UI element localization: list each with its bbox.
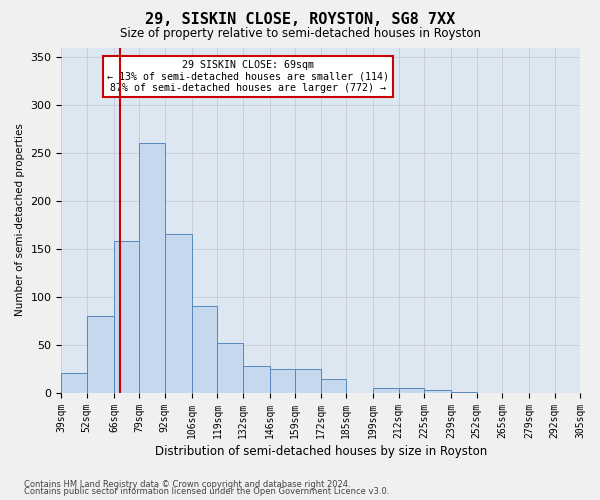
Bar bbox=[398, 388, 424, 392]
Text: 29 SISKIN CLOSE: 69sqm
← 13% of semi-detached houses are smaller (114)
87% of se: 29 SISKIN CLOSE: 69sqm ← 13% of semi-det… bbox=[107, 60, 389, 93]
Y-axis label: Number of semi-detached properties: Number of semi-detached properties bbox=[15, 124, 25, 316]
Bar bbox=[165, 234, 192, 392]
Text: 29, SISKIN CLOSE, ROYSTON, SG8 7XX: 29, SISKIN CLOSE, ROYSTON, SG8 7XX bbox=[145, 12, 455, 26]
Text: Contains HM Land Registry data © Crown copyright and database right 2024.: Contains HM Land Registry data © Crown c… bbox=[24, 480, 350, 489]
Bar bbox=[61, 374, 87, 392]
Bar bbox=[87, 316, 114, 392]
Text: Size of property relative to semi-detached houses in Royston: Size of property relative to semi-detach… bbox=[119, 28, 481, 40]
Text: Contains public sector information licensed under the Open Government Licence v3: Contains public sector information licen… bbox=[24, 488, 389, 496]
Bar bbox=[139, 144, 165, 392]
Bar bbox=[192, 306, 217, 392]
Bar bbox=[217, 342, 243, 392]
Bar bbox=[114, 241, 139, 392]
Bar bbox=[424, 390, 451, 392]
Bar bbox=[321, 379, 346, 392]
X-axis label: Distribution of semi-detached houses by size in Royston: Distribution of semi-detached houses by … bbox=[155, 444, 487, 458]
Bar bbox=[243, 366, 270, 392]
Bar bbox=[270, 368, 295, 392]
Bar bbox=[373, 388, 398, 392]
Bar bbox=[295, 368, 321, 392]
